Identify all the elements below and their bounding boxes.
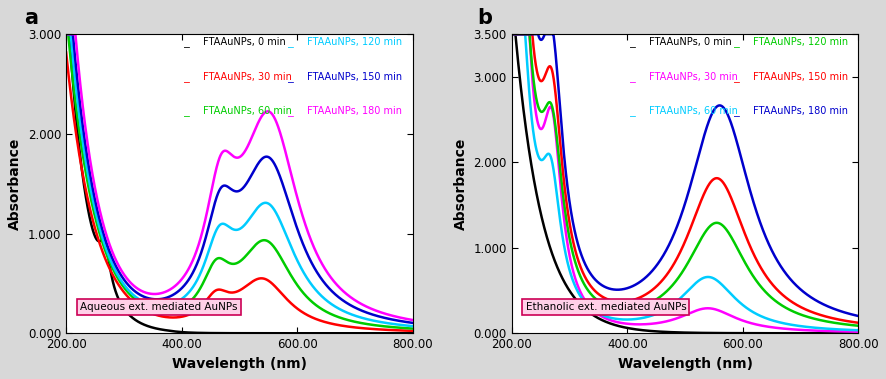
Text: _: _: [629, 37, 641, 47]
Text: FTAAuNPs, 150 min: FTAAuNPs, 150 min: [307, 72, 401, 81]
X-axis label: Wavelength (nm): Wavelength (nm): [172, 357, 307, 371]
Text: _: _: [183, 72, 196, 81]
Text: FTAAuNPs, 180 min: FTAAuNPs, 180 min: [752, 106, 847, 116]
Text: FTAAuNPs, 180 min: FTAAuNPs, 180 min: [307, 106, 401, 116]
Text: FTAAuNPs, 120 min: FTAAuNPs, 120 min: [307, 37, 401, 47]
Text: _: _: [629, 72, 641, 81]
Text: FTAAuNPs, 120 min: FTAAuNPs, 120 min: [752, 37, 847, 47]
Y-axis label: Absorbance: Absorbance: [8, 138, 22, 230]
Text: _: _: [183, 37, 196, 47]
Text: _: _: [733, 106, 744, 116]
Text: _: _: [733, 72, 744, 81]
Text: _: _: [288, 106, 299, 116]
X-axis label: Wavelength (nm): Wavelength (nm): [617, 357, 751, 371]
Text: _: _: [629, 106, 641, 116]
Text: _: _: [183, 106, 196, 116]
Text: FTAAuNPs, 60 min: FTAAuNPs, 60 min: [203, 106, 291, 116]
Text: FTAAuNPs, 150 min: FTAAuNPs, 150 min: [752, 72, 847, 81]
Text: FTAAuNPs, 60 min: FTAAuNPs, 60 min: [648, 106, 736, 116]
Text: Ethanolic ext. mediated AuNPs: Ethanolic ext. mediated AuNPs: [525, 302, 686, 312]
Text: b: b: [477, 8, 492, 28]
Text: _: _: [288, 72, 299, 81]
Y-axis label: Absorbance: Absorbance: [454, 138, 468, 230]
Text: FTAAuNPs, 0 min: FTAAuNPs, 0 min: [203, 37, 285, 47]
Text: FTAAuNPs, 30 min: FTAAuNPs, 30 min: [203, 72, 291, 81]
Text: _: _: [733, 37, 744, 47]
Text: FTAAuNPs, 0 min: FTAAuNPs, 0 min: [648, 37, 731, 47]
Text: _: _: [288, 37, 299, 47]
Text: a: a: [25, 8, 38, 28]
Text: Aqueous ext. mediated AuNPs: Aqueous ext. mediated AuNPs: [80, 302, 237, 312]
Text: FTAAuNPs, 30 min: FTAAuNPs, 30 min: [648, 72, 736, 81]
